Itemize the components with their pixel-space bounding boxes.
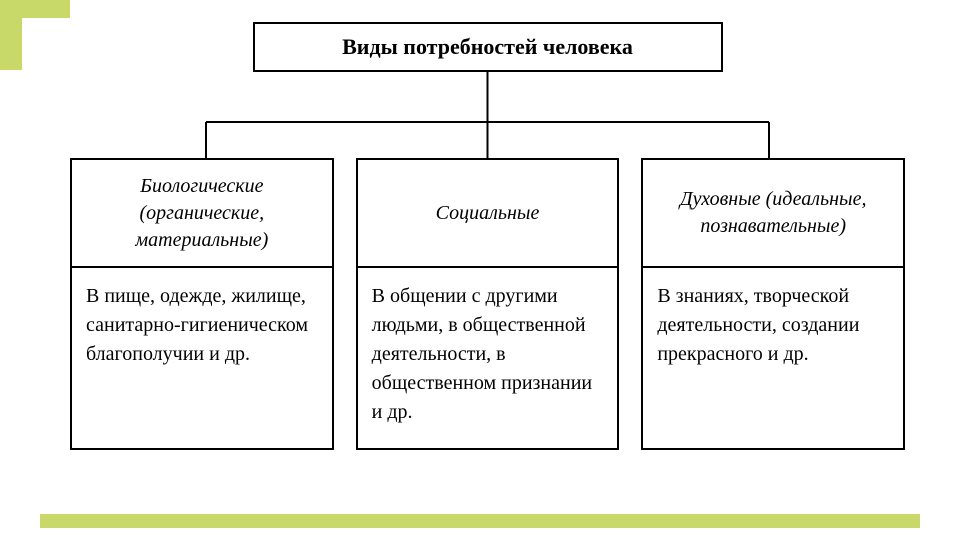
accent-bar-top: [0, 0, 70, 18]
needs-diagram: Виды потребностей человека Биологические…: [70, 22, 905, 500]
branch-heading-text: Духовные (идеальные, познавательные): [655, 186, 891, 240]
branches-row: Биологические (органические, материальны…: [70, 158, 905, 450]
branch-body: В пище, одежде, жи­лище, санитарно-ги­ги…: [72, 268, 332, 448]
root-node: Виды потребностей человека: [253, 22, 723, 72]
accent-bar-side: [0, 18, 22, 70]
branch-biological: Биологические (органические, материальны…: [70, 158, 334, 450]
branch-spiritual: Духовные (идеальные, познавательные) В з…: [641, 158, 905, 450]
branch-heading: Биологические (органические, материальны…: [72, 160, 332, 268]
root-title: Виды потребностей человека: [342, 34, 633, 59]
accent-bar-bottom: [40, 514, 920, 528]
branch-heading: Духовные (идеальные, познавательные): [643, 160, 903, 268]
branch-body: В знаниях, творческой деятельности, созд…: [643, 268, 903, 448]
branch-body: В общении с другими людьми, в обществен­…: [358, 268, 618, 448]
branch-heading-text: Социальные: [436, 200, 540, 227]
branch-social: Социальные В общении с другими людьми, в…: [356, 158, 620, 450]
branch-heading: Социальные: [358, 160, 618, 268]
branch-heading-text: Биологические (органические, материальны…: [84, 173, 320, 254]
